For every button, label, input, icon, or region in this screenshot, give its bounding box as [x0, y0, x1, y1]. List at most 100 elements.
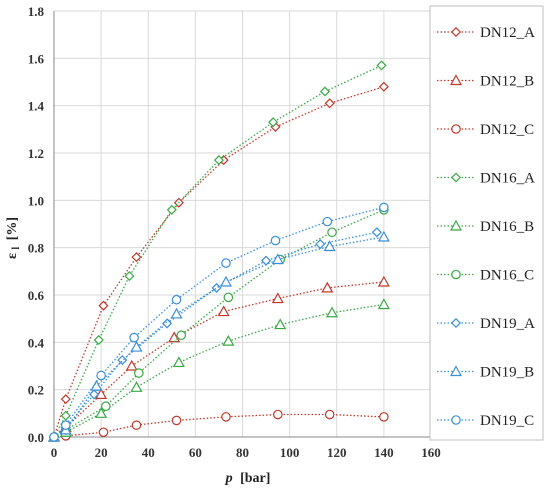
y-tick-label: 1.2: [28, 146, 44, 161]
x-tick-label: 40: [142, 445, 155, 460]
y-tick-label: 0.6: [28, 288, 45, 303]
data-point: [101, 401, 111, 412]
series-dn19-c: [49, 202, 389, 442]
legend-item: DN19_C: [437, 413, 534, 429]
data-point: [378, 81, 389, 92]
data-point: [270, 235, 281, 246]
legend-marker: [450, 317, 462, 329]
legend-item: DN12_B: [437, 74, 534, 90]
legend-marker: [451, 124, 461, 134]
legend-marker: [449, 74, 463, 86]
y-tick-label: 0.2: [28, 383, 44, 398]
data-point: [221, 412, 231, 422]
y-tick-label: 0.4: [28, 335, 45, 350]
legend-marker: [451, 415, 461, 425]
y-tick-label: 1.4: [28, 99, 45, 114]
x-tick-label: 140: [374, 445, 394, 460]
data-point: [134, 368, 144, 378]
data-point: [60, 394, 71, 405]
y-axis-title-unit: [%]: [5, 217, 20, 240]
data-point: [271, 292, 284, 304]
legend-label: DN16_A: [480, 171, 535, 187]
data-point: [172, 356, 185, 368]
data-point: [274, 318, 287, 330]
data-point: [98, 300, 109, 311]
series-line: [53, 281, 384, 438]
legend-label: DN19_A: [480, 316, 535, 332]
data-point: [171, 415, 182, 426]
data-point: [377, 298, 390, 310]
data-point: [130, 381, 143, 392]
y-tick-labels: 0.0 0.2 0.4 0.6 0.8 1.0 1.2 1.4 1.6 1.8: [28, 4, 45, 445]
x-axis-title: p [bar]: [225, 471, 271, 486]
y-axis-title: ε l [%]: [5, 217, 23, 259]
legend-label: DN12_C: [480, 122, 534, 138]
data-point: [377, 275, 390, 287]
legend-label: DN16_B: [480, 219, 534, 235]
legend-item: DN12_A: [437, 25, 535, 41]
axes: [53, 11, 431, 438]
legend-item: DN19_B: [437, 365, 534, 381]
data-point: [93, 334, 104, 346]
legend-label: DN19_B: [480, 365, 534, 381]
legend-marker: [449, 365, 463, 377]
y-tick-label: 0.8: [28, 241, 45, 256]
x-tick-label: 120: [327, 445, 347, 460]
data-point: [327, 227, 337, 238]
data-point: [166, 204, 177, 215]
data-point: [60, 420, 71, 430]
data-point: [124, 271, 135, 282]
data-point: [371, 227, 382, 238]
legend-item: DN16_C: [437, 268, 534, 284]
x-tick-label: 80: [236, 445, 249, 460]
legend-label: DN12_B: [480, 74, 534, 90]
data-point: [379, 202, 389, 213]
legend: DN12_A DN12_B DN12_C DN16_A DN16_B DN16_C DN19…: [437, 25, 535, 429]
data-point: [49, 432, 59, 442]
data-point: [273, 409, 283, 420]
series-line: [53, 206, 385, 438]
legend-item: DN12_C: [437, 122, 534, 138]
data-point: [95, 407, 108, 418]
data-point: [176, 330, 187, 341]
x-tick-label: 0: [51, 445, 58, 460]
y-tick-label: 1.8: [28, 4, 45, 19]
x-axis-title-unit: [bar]: [240, 471, 270, 486]
data-point: [319, 86, 331, 97]
legend-marker: [450, 172, 462, 183]
data-point: [129, 332, 139, 343]
data-point: [130, 340, 143, 352]
data-point: [217, 305, 230, 317]
data-point: [376, 60, 387, 71]
legend-item: DN19_A: [437, 316, 535, 332]
data-point: [219, 275, 233, 287]
data-point: [90, 379, 103, 391]
legend-item: DN16_B: [437, 219, 534, 235]
y-tick-label: 0.0: [28, 430, 44, 445]
x-tick-label: 160: [421, 445, 441, 460]
data-point: [223, 292, 234, 303]
data-point: [98, 427, 109, 438]
data-point: [322, 216, 333, 227]
data-point: [117, 355, 128, 366]
data-point: [131, 252, 142, 263]
data-point: [315, 239, 326, 250]
data-point: [268, 117, 279, 128]
legend-label: DN19_C: [480, 413, 534, 429]
data-point: [170, 307, 183, 319]
data-point: [162, 318, 173, 329]
legend-item: DN16_A: [437, 171, 535, 187]
data-point: [213, 155, 224, 166]
series-group: [47, 60, 390, 443]
data-point: [96, 370, 106, 381]
data-point: [171, 294, 182, 305]
data-point: [323, 240, 336, 252]
legend-marker: [449, 219, 463, 231]
x-tick-label: 60: [189, 445, 202, 460]
data-point: [131, 420, 142, 430]
data-point: [324, 409, 335, 420]
y-axis-title-main: ε: [5, 253, 20, 259]
y-tick-label: 1.0: [28, 193, 44, 208]
legend-label: DN12_A: [480, 25, 535, 41]
series-line: [53, 86, 385, 438]
